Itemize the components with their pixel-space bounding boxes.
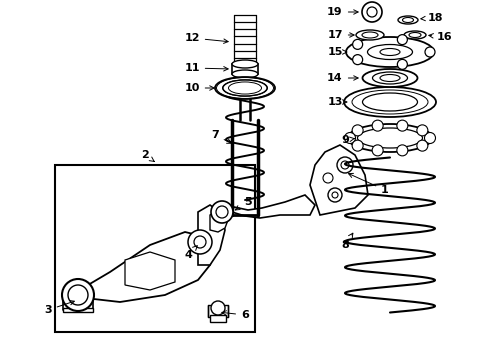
Circle shape <box>187 230 212 254</box>
Circle shape <box>397 35 407 45</box>
Ellipse shape <box>408 32 420 37</box>
Text: 10: 10 <box>184 83 214 93</box>
Bar <box>207 305 227 317</box>
Text: 1: 1 <box>348 174 388 195</box>
Text: 9: 9 <box>340 135 354 145</box>
Text: 6: 6 <box>222 310 248 320</box>
Circle shape <box>396 145 407 156</box>
Text: 4: 4 <box>183 246 197 260</box>
Circle shape <box>340 161 348 169</box>
Ellipse shape <box>361 32 377 38</box>
Text: 8: 8 <box>341 233 352 250</box>
Ellipse shape <box>231 70 258 78</box>
Text: 12: 12 <box>184 33 228 44</box>
Text: 5: 5 <box>235 197 251 210</box>
Polygon shape <box>198 205 224 265</box>
Polygon shape <box>231 195 314 218</box>
Ellipse shape <box>357 128 422 148</box>
Ellipse shape <box>231 60 258 68</box>
Ellipse shape <box>362 69 417 87</box>
Circle shape <box>352 39 362 49</box>
Circle shape <box>331 192 337 198</box>
Circle shape <box>351 125 363 136</box>
Circle shape <box>371 120 383 131</box>
Ellipse shape <box>367 45 412 59</box>
Circle shape <box>336 157 352 173</box>
Ellipse shape <box>223 80 266 96</box>
Circle shape <box>210 301 224 315</box>
Circle shape <box>371 145 383 156</box>
Circle shape <box>351 140 363 151</box>
Polygon shape <box>209 210 227 232</box>
Circle shape <box>366 7 376 17</box>
Ellipse shape <box>347 124 431 152</box>
Circle shape <box>62 279 94 311</box>
Circle shape <box>327 188 341 202</box>
Polygon shape <box>309 145 367 215</box>
Bar <box>63 308 93 312</box>
Polygon shape <box>125 252 175 290</box>
Circle shape <box>194 236 205 248</box>
Circle shape <box>323 173 332 183</box>
Circle shape <box>216 206 227 218</box>
Ellipse shape <box>355 30 383 40</box>
Circle shape <box>210 201 232 223</box>
Circle shape <box>416 125 427 136</box>
Bar <box>231 64 258 74</box>
Circle shape <box>416 140 427 151</box>
Circle shape <box>424 47 434 57</box>
Circle shape <box>397 59 407 69</box>
Ellipse shape <box>402 18 413 22</box>
Ellipse shape <box>372 72 407 84</box>
Circle shape <box>361 2 381 22</box>
Polygon shape <box>78 232 215 302</box>
Text: 13: 13 <box>326 97 346 107</box>
Circle shape <box>424 132 435 144</box>
Ellipse shape <box>343 87 435 117</box>
Text: 16: 16 <box>428 32 452 42</box>
Text: 18: 18 <box>420 13 442 23</box>
Ellipse shape <box>362 93 417 111</box>
Text: 19: 19 <box>326 7 357 17</box>
Circle shape <box>68 285 88 305</box>
Text: 11: 11 <box>184 63 228 73</box>
Ellipse shape <box>346 37 433 67</box>
Ellipse shape <box>403 31 425 39</box>
Text: 2: 2 <box>141 150 154 162</box>
Text: 15: 15 <box>326 47 346 57</box>
Text: 17: 17 <box>326 30 353 40</box>
Text: 14: 14 <box>326 73 357 83</box>
Ellipse shape <box>215 77 274 99</box>
Ellipse shape <box>397 16 417 24</box>
Ellipse shape <box>379 75 399 81</box>
Ellipse shape <box>379 49 399 55</box>
Text: 3: 3 <box>44 301 74 315</box>
Circle shape <box>396 120 407 131</box>
Circle shape <box>344 132 355 144</box>
Text: 7: 7 <box>211 130 231 143</box>
Bar <box>55 165 254 332</box>
Circle shape <box>352 55 362 65</box>
Bar <box>209 315 225 322</box>
